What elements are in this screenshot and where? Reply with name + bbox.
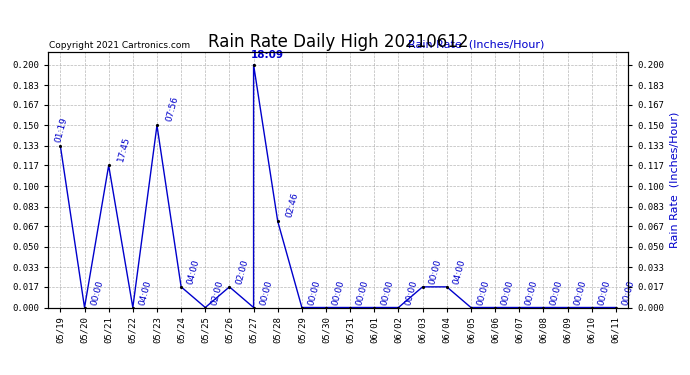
Text: 00:00: 00:00 [380, 279, 395, 306]
Text: 00:00: 00:00 [90, 279, 105, 306]
Text: 00:00: 00:00 [500, 279, 515, 306]
Text: 00:00: 00:00 [259, 279, 274, 306]
Text: 01:19: 01:19 [53, 116, 68, 144]
Text: 02:46: 02:46 [285, 192, 300, 219]
Text: 00:00: 00:00 [573, 279, 588, 306]
Text: 04:00: 04:00 [186, 258, 201, 286]
Text: 18:09: 18:09 [251, 50, 284, 60]
Text: 00:00: 00:00 [621, 279, 636, 306]
Text: 00:00: 00:00 [355, 279, 371, 306]
Y-axis label: Rain Rate  (Inches/Hour): Rain Rate (Inches/Hour) [669, 112, 680, 248]
Text: 00:00: 00:00 [524, 279, 540, 306]
Text: 00:00: 00:00 [476, 279, 491, 306]
Text: 17:45: 17:45 [116, 136, 131, 163]
Text: 07:56: 07:56 [164, 96, 179, 123]
Text: Rain Rate  (Inches/Hour): Rain Rate (Inches/Hour) [408, 40, 544, 50]
Text: 00:00: 00:00 [428, 258, 443, 286]
Text: 00:00: 00:00 [331, 279, 346, 306]
Title: Rain Rate Daily High 20210612: Rain Rate Daily High 20210612 [208, 33, 469, 51]
Text: 00:00: 00:00 [549, 279, 564, 306]
Text: 00:00: 00:00 [597, 279, 612, 306]
Text: Copyright 2021 Cartronics.com: Copyright 2021 Cartronics.com [49, 41, 190, 50]
Text: 00:00: 00:00 [307, 279, 322, 306]
Text: 04:00: 04:00 [452, 258, 467, 286]
Text: 02:00: 02:00 [210, 279, 226, 306]
Text: 02:00: 02:00 [235, 258, 250, 286]
Text: 00:00: 00:00 [404, 279, 419, 306]
Text: 04:00: 04:00 [138, 279, 153, 306]
